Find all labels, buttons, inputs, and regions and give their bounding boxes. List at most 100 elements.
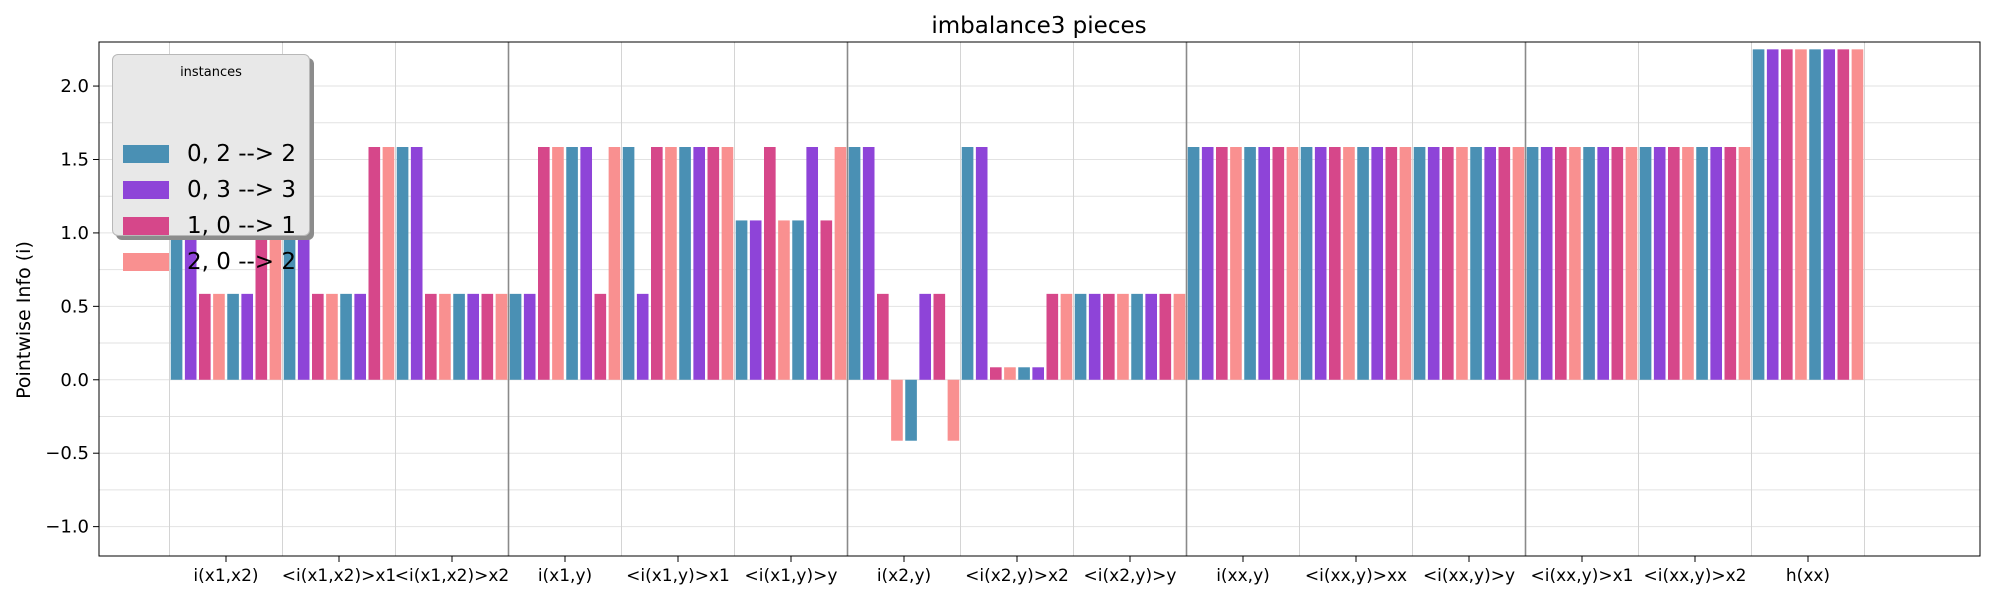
bar [1371, 147, 1384, 380]
bar [1399, 147, 1412, 380]
bar [1526, 147, 1539, 380]
x-tick-label: <i(x2,y)>y [1084, 566, 1177, 586]
bar [877, 293, 889, 380]
bar [1018, 367, 1030, 380]
bar [1004, 367, 1016, 380]
x-tick-label: i(x2,y) [877, 566, 931, 586]
bar [1837, 49, 1850, 380]
bar [1258, 147, 1271, 380]
bar [213, 293, 225, 380]
y-axis-label: Pointwise Info (i) [13, 241, 35, 399]
bar [523, 293, 536, 380]
x-tick-label: h(xx) [1786, 566, 1830, 586]
bar [1088, 293, 1101, 380]
bar [1470, 147, 1482, 380]
bar [1809, 49, 1821, 380]
bar [1484, 147, 1497, 380]
bar [227, 293, 239, 380]
bar [1512, 147, 1525, 380]
bar [439, 293, 451, 380]
bar [1117, 293, 1129, 380]
legend-label: 1, 0 --> 1 [187, 213, 297, 239]
bar [1314, 147, 1327, 380]
y-tick-label: 0.0 [60, 370, 89, 391]
bar [990, 367, 1002, 380]
bar [509, 293, 522, 380]
y-tick-label: 1.0 [60, 223, 89, 244]
bar [1710, 147, 1723, 380]
bar [297, 147, 310, 380]
bar [1653, 147, 1666, 380]
bar [792, 220, 804, 380]
bar [721, 147, 734, 380]
bar [1187, 147, 1200, 380]
bar [622, 147, 635, 380]
bar [735, 220, 748, 380]
bar [1103, 293, 1115, 380]
bars [170, 49, 1864, 441]
y-tick-label: 2.0 [60, 76, 89, 97]
legend-item: 1, 0 --> 1 [123, 213, 297, 239]
bar [891, 379, 903, 441]
group-separators [507, 42, 1527, 556]
bar [919, 293, 932, 380]
plot-frame [98, 41, 1981, 557]
bar [1625, 147, 1638, 380]
bar [1555, 147, 1567, 380]
bar [255, 147, 268, 380]
bar [1230, 147, 1242, 380]
bar [184, 147, 197, 380]
bar [368, 147, 381, 380]
bar [354, 293, 367, 380]
legend-item: 0, 2 --> 2 [123, 141, 296, 167]
bar [1032, 367, 1045, 380]
bar [933, 293, 946, 380]
bar [1216, 147, 1228, 380]
bar [1682, 147, 1694, 380]
legend-swatch [123, 145, 169, 163]
bar [1074, 293, 1087, 380]
bar [453, 293, 465, 380]
ticks: −1.0 −0.5 0.0 0.5 1.0 1.5 2.0 i(x1,x2) <i(x1,x2)… [45, 76, 1830, 586]
bar [467, 293, 480, 380]
bar [1300, 147, 1313, 380]
bar [1540, 147, 1553, 380]
bar [1795, 49, 1807, 380]
bar [975, 147, 988, 380]
bar [848, 147, 861, 380]
chart-title: imbalance3 pieces [931, 13, 1146, 39]
bar [1060, 293, 1073, 380]
bar [693, 147, 706, 380]
bar [382, 147, 395, 380]
bar [1752, 49, 1765, 380]
bar [1385, 147, 1398, 380]
bar [679, 147, 691, 380]
bar [1272, 147, 1285, 380]
bar [961, 147, 974, 380]
bar [326, 293, 338, 380]
bar [1724, 147, 1737, 380]
x-tick-label: <i(xx,y)>y [1423, 566, 1515, 586]
bar [1413, 147, 1426, 380]
bar [707, 147, 720, 380]
bar [608, 147, 621, 380]
bar [538, 147, 550, 380]
bar [1357, 147, 1369, 380]
x-tick-label: <i(x2,y)>x2 [965, 566, 1069, 586]
legend-title: instances [180, 65, 242, 80]
legend-swatch [123, 181, 169, 199]
legend-item: 2, 0 --> 2 [123, 249, 296, 275]
bar [1851, 49, 1864, 380]
bar [425, 293, 437, 380]
bar [283, 147, 296, 380]
bar [1286, 147, 1299, 380]
y-tick-label: 0.5 [60, 296, 89, 317]
legend-swatch [123, 217, 169, 235]
bar [241, 293, 254, 380]
bar [566, 147, 578, 380]
bar [396, 147, 409, 380]
bar [1569, 147, 1581, 380]
bar [1343, 147, 1355, 380]
